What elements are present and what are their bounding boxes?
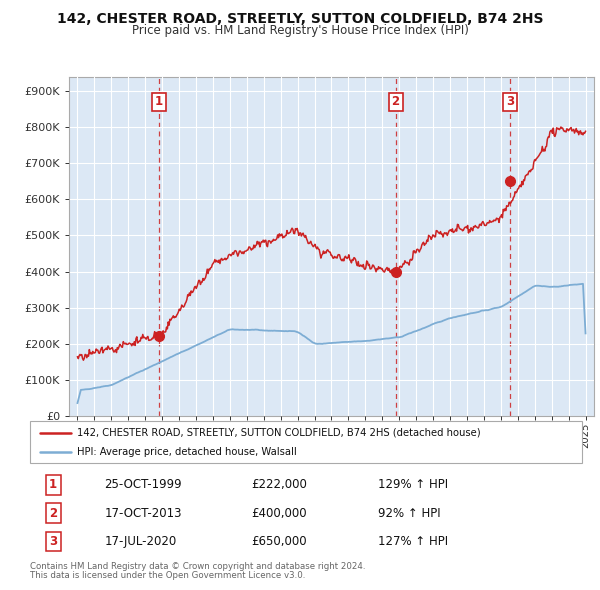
Text: 92% ↑ HPI: 92% ↑ HPI [378,507,440,520]
Text: 25-OCT-1999: 25-OCT-1999 [104,478,182,491]
Text: This data is licensed under the Open Government Licence v3.0.: This data is licensed under the Open Gov… [30,571,305,580]
Text: £222,000: £222,000 [251,478,307,491]
Text: 3: 3 [506,96,514,109]
Text: 2: 2 [49,507,57,520]
Text: 17-JUL-2020: 17-JUL-2020 [104,535,177,548]
Text: £650,000: £650,000 [251,535,307,548]
Text: Contains HM Land Registry data © Crown copyright and database right 2024.: Contains HM Land Registry data © Crown c… [30,562,365,571]
Text: HPI: Average price, detached house, Walsall: HPI: Average price, detached house, Wals… [77,447,296,457]
Text: 2: 2 [392,96,400,109]
Text: 142, CHESTER ROAD, STREETLY, SUTTON COLDFIELD, B74 2HS: 142, CHESTER ROAD, STREETLY, SUTTON COLD… [57,12,543,26]
Text: £400,000: £400,000 [251,507,307,520]
Text: Price paid vs. HM Land Registry's House Price Index (HPI): Price paid vs. HM Land Registry's House … [131,24,469,37]
Text: 3: 3 [49,535,57,548]
Text: 1: 1 [49,478,57,491]
Text: 17-OCT-2013: 17-OCT-2013 [104,507,182,520]
Text: 129% ↑ HPI: 129% ↑ HPI [378,478,448,491]
Text: 142, CHESTER ROAD, STREETLY, SUTTON COLDFIELD, B74 2HS (detached house): 142, CHESTER ROAD, STREETLY, SUTTON COLD… [77,428,481,438]
Text: 127% ↑ HPI: 127% ↑ HPI [378,535,448,548]
Text: 1: 1 [155,96,163,109]
